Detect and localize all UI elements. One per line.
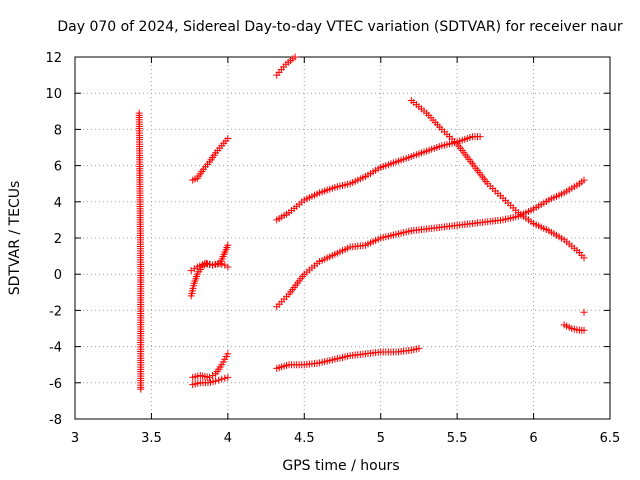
- y-tick-label: -4: [49, 341, 62, 356]
- y-tick-label: 4: [54, 196, 62, 211]
- data-point: [224, 263, 232, 271]
- x-tick-label: 6: [529, 431, 537, 446]
- y-tick-label: -6: [49, 377, 62, 392]
- data-point: [224, 134, 232, 142]
- y-tick-label: -2: [49, 304, 62, 319]
- data-point: [291, 53, 299, 61]
- data-point: [206, 373, 214, 381]
- x-tick-label: 4.5: [294, 431, 315, 446]
- data-point: [580, 254, 588, 262]
- data-point: [218, 375, 226, 383]
- data-points: [135, 53, 588, 393]
- x-tick-label: 5.5: [447, 431, 468, 446]
- data-point: [224, 241, 232, 249]
- data-point: [415, 344, 423, 352]
- data-point: [221, 261, 229, 269]
- y-tick-label: -8: [49, 413, 62, 428]
- data-point: [212, 377, 220, 385]
- data-point: [580, 308, 588, 316]
- x-tick-label: 3.5: [141, 431, 162, 446]
- chart-title: Day 070 of 2024, Sidereal Day-to-day VTE…: [57, 19, 623, 35]
- data-point: [187, 267, 195, 275]
- x-tick-label: 6.5: [600, 431, 621, 446]
- data-point: [580, 326, 588, 334]
- x-tick-label: 3: [71, 431, 79, 446]
- data-point: [137, 385, 145, 393]
- y-tick-label: 0: [54, 268, 62, 283]
- y-tick-label: 6: [54, 160, 62, 175]
- data-point: [224, 373, 232, 381]
- data-point-dense: [209, 372, 217, 380]
- x-tick-label: 5: [377, 431, 385, 446]
- y-tick-label: 2: [54, 232, 62, 247]
- data-point-dense: [190, 265, 198, 273]
- data-point: [224, 350, 232, 358]
- y-tick-label: 8: [54, 123, 62, 138]
- data-point-dense: [221, 374, 229, 382]
- y-tick-label: 12: [45, 51, 62, 66]
- axis-ticks: 3 3.5 4 4.5 5 5.5 6 6.5 -8 -6 -4 -2 0 2 4 6 8 10 12: [45, 51, 620, 446]
- x-tick-label: 4: [224, 431, 232, 446]
- data-point: [580, 176, 588, 184]
- x-axis-label: GPS time / hours: [282, 458, 399, 474]
- y-tick-label: 10: [45, 87, 62, 102]
- y-axis-label: SDTVAR / TECUs: [7, 181, 23, 296]
- data-point-dense: [215, 376, 223, 384]
- data-point: [476, 133, 484, 141]
- grid: [75, 57, 610, 419]
